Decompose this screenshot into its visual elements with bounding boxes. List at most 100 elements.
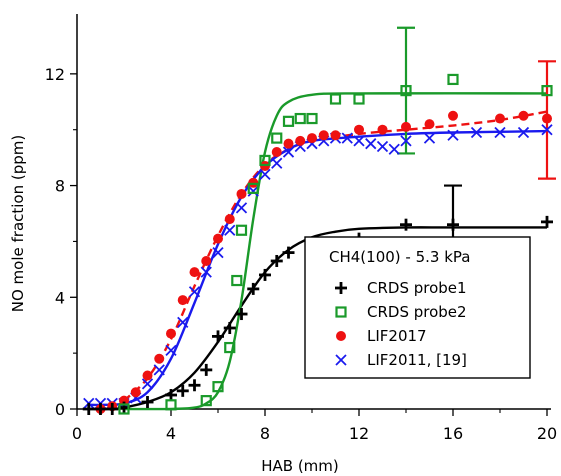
point-filled-circle — [177, 295, 188, 306]
legend-label: LIF2017 — [367, 327, 427, 345]
point-filled-circle — [448, 110, 458, 121]
y-tick-label: 8 — [55, 177, 65, 196]
y-axis-label: NO mole fraction (ppm) — [9, 135, 27, 313]
point-open-square — [541, 85, 553, 97]
point-open-square — [200, 395, 212, 407]
point-plus — [447, 218, 459, 231]
point-open-square — [447, 73, 459, 86]
point-filled-circle — [495, 113, 505, 124]
point-x — [388, 143, 400, 155]
point-filled-circle — [307, 133, 317, 144]
point-open-square — [400, 85, 412, 97]
point-filled-circle — [283, 138, 294, 149]
point-open-square — [231, 274, 243, 287]
point-open-square — [306, 112, 318, 125]
point-x — [259, 168, 271, 181]
legend-marker — [335, 354, 347, 366]
point-filled-circle — [189, 267, 200, 278]
point-filled-circle — [518, 110, 529, 121]
legend-title: CH4(100) - 5.3 kPa — [329, 248, 470, 266]
point-filled-circle — [318, 130, 329, 141]
point-filled-circle — [130, 387, 141, 398]
point-open-square — [271, 132, 283, 144]
point-x — [341, 132, 353, 144]
legend-marker — [335, 306, 347, 318]
point-plus — [176, 384, 189, 397]
x-tick-label: 0 — [72, 424, 82, 443]
legend-label: CRDS probe2 — [367, 303, 467, 321]
point-filled-circle — [354, 124, 364, 135]
point-x — [282, 146, 295, 158]
point-plus — [141, 396, 154, 409]
point-x — [271, 157, 283, 169]
y-tick-label: 4 — [55, 288, 65, 307]
point-plus — [223, 322, 236, 335]
point-x — [494, 126, 506, 139]
point-filled-circle — [330, 130, 341, 141]
point-plus — [282, 246, 295, 259]
point-x — [376, 140, 389, 153]
point-open-square — [118, 403, 130, 415]
point-x — [141, 378, 154, 390]
point-x — [447, 129, 459, 141]
point-plus — [200, 363, 213, 376]
point-filled-circle — [142, 370, 153, 381]
point-x — [224, 224, 236, 236]
point-plus — [247, 282, 260, 295]
x-tick-label: 4 — [166, 424, 176, 443]
point-filled-circle — [542, 113, 552, 124]
point-plus — [541, 215, 553, 228]
legend-label: LIF2011, [19] — [367, 351, 467, 369]
point-plus — [259, 268, 271, 281]
point-x — [541, 124, 553, 136]
point-x — [200, 266, 212, 278]
point-open-square — [259, 154, 271, 167]
point-plus — [188, 379, 201, 392]
point-x — [423, 132, 436, 144]
point-open-square — [353, 93, 365, 105]
point-plus — [94, 403, 107, 415]
point-open-square — [247, 182, 259, 194]
y-tick-label: 12 — [45, 65, 65, 84]
point-open-square — [212, 381, 224, 393]
point-x — [365, 138, 377, 150]
point-open-square — [282, 115, 295, 127]
y-tick-label: 0 — [55, 400, 65, 419]
point-x — [353, 135, 365, 147]
point-filled-circle — [401, 121, 411, 132]
x-tick-label: 16 — [443, 424, 463, 443]
point-plus — [235, 308, 248, 321]
point-filled-circle — [154, 353, 165, 364]
point-plus — [212, 330, 224, 343]
point-x — [177, 316, 189, 329]
point-filled-circle — [224, 214, 235, 225]
point-x — [153, 364, 165, 376]
legend: CH4(100) - 5.3 kPa CRDS probe1 CRDS probe2… — [304, 236, 531, 379]
point-filled-circle — [424, 119, 435, 130]
point-filled-circle — [271, 147, 282, 158]
error-bar — [397, 26, 415, 155]
point-x — [212, 246, 224, 259]
point-x — [517, 126, 530, 139]
point-x — [470, 126, 483, 139]
point-x — [165, 344, 177, 356]
x-axis-label: HAB (mm) — [261, 457, 339, 475]
point-plus — [270, 254, 283, 267]
x-tick-label: 8 — [260, 424, 270, 443]
point-plus — [106, 403, 119, 415]
legend-marker — [336, 331, 346, 341]
point-x — [188, 286, 201, 298]
point-plus — [82, 403, 95, 415]
point-open-square — [329, 93, 342, 105]
point-x — [235, 202, 248, 214]
point-filled-circle — [119, 395, 129, 406]
point-open-square — [165, 399, 177, 411]
point-x — [400, 135, 412, 147]
fit-line-series-1 — [123, 92, 548, 411]
data-markers — [82, 73, 553, 415]
point-filled-circle — [295, 135, 306, 146]
point-open-square — [224, 341, 236, 354]
point-plus — [165, 389, 177, 402]
point-filled-circle — [377, 124, 388, 135]
